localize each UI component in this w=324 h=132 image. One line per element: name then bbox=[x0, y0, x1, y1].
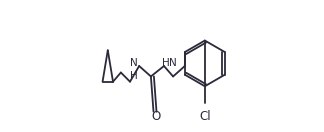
Text: N: N bbox=[130, 58, 137, 67]
Text: Cl: Cl bbox=[199, 110, 211, 123]
Text: H: H bbox=[162, 58, 170, 67]
Text: O: O bbox=[152, 110, 161, 123]
Text: N: N bbox=[168, 58, 176, 67]
Text: H: H bbox=[130, 71, 137, 81]
